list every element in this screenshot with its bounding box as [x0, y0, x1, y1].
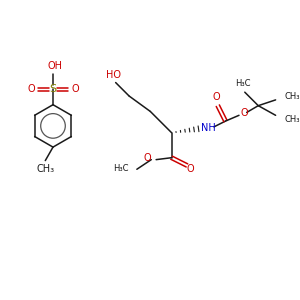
Text: HO: HO: [106, 70, 121, 80]
Text: O: O: [27, 84, 34, 94]
Text: CH₃: CH₃: [36, 164, 54, 174]
Text: CH₃: CH₃: [284, 115, 300, 124]
Text: O: O: [187, 164, 195, 174]
Text: O: O: [212, 92, 220, 102]
Text: O: O: [241, 108, 249, 118]
Text: O: O: [144, 153, 151, 163]
Text: H₃C: H₃C: [113, 164, 128, 173]
Text: H₃C: H₃C: [235, 79, 250, 88]
Text: NH: NH: [201, 123, 215, 133]
Text: CH₃: CH₃: [284, 92, 300, 100]
Text: O: O: [71, 84, 79, 94]
Text: OH: OH: [47, 61, 62, 71]
Text: S: S: [50, 84, 57, 94]
